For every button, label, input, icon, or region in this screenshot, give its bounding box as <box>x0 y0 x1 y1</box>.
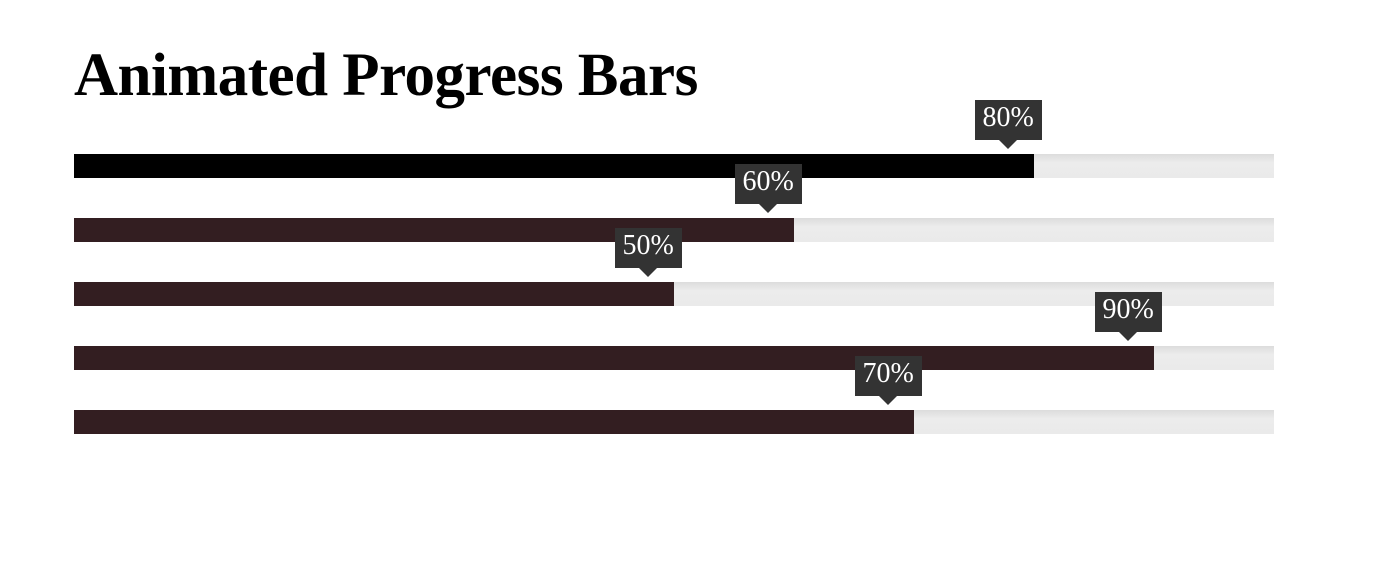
progress-fill <box>74 218 794 242</box>
progress-tooltip: 60% <box>734 164 802 213</box>
progress-bar: 70% <box>74 356 1274 434</box>
progress-fill <box>74 282 674 306</box>
progress-fill <box>74 410 914 434</box>
page-title: Animated Progress Bars <box>74 42 698 109</box>
progress-tooltip: 70% <box>854 356 922 405</box>
progress-fill <box>74 154 1034 178</box>
progress-fill <box>74 346 1154 370</box>
progress-tooltip: 80% <box>974 100 1042 149</box>
progress-bar: 60% <box>74 164 1274 242</box>
progress-bar-list: 80% 60% 50% 90% 70% <box>74 100 1274 474</box>
progress-bar: 50% <box>74 228 1274 306</box>
progress-bar: 90% <box>74 292 1274 370</box>
progress-tooltip: 90% <box>1094 292 1162 341</box>
progress-tooltip: 50% <box>614 228 682 277</box>
progress-bar: 80% <box>74 100 1274 178</box>
